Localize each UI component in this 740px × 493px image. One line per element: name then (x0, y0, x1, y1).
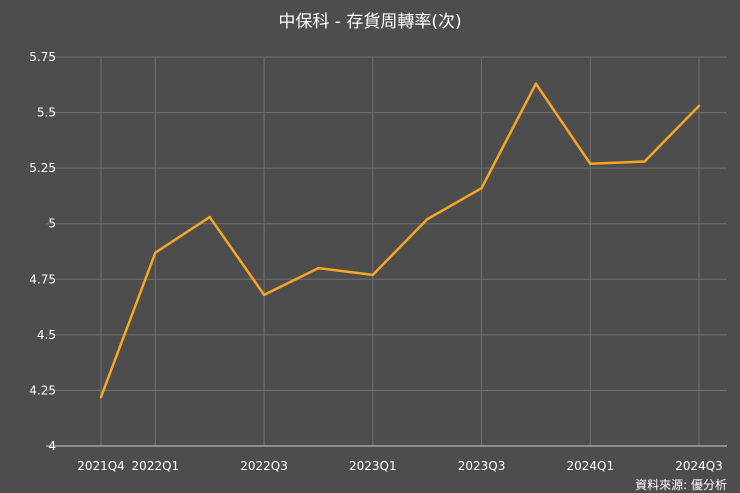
data-point (643, 160, 646, 163)
data-point (371, 273, 375, 277)
y-tick-label: 4.5 (37, 328, 56, 342)
y-tick-label: 5 (48, 217, 56, 231)
data-point (99, 395, 103, 399)
data-point (589, 162, 592, 165)
source-label: 資料來源: 優分析 (635, 478, 727, 492)
grid-layer (46, 56, 727, 447)
y-tick-label: 5.5 (37, 106, 56, 120)
data-point (208, 215, 211, 219)
y-tick-label: 5.25 (29, 161, 56, 175)
y-tick-label: 5.75 (29, 50, 56, 64)
series-line (99, 82, 701, 399)
x-tick-label: 2022Q3 (240, 459, 288, 473)
data-point (317, 266, 320, 270)
data-point (534, 82, 538, 85)
x-tick-label: 2023Q1 (349, 459, 397, 473)
data-point (262, 293, 266, 297)
x-tick-label: 2021Q4 (77, 459, 125, 473)
y-tick-layer: 4 4.25 4.5 4.75 5 5.25 5.5 5.75 (29, 50, 56, 453)
data-point (480, 186, 483, 190)
series-layer (99, 82, 701, 399)
x-tick-label: 2023Q3 (458, 459, 506, 473)
y-tick-label: 4.75 (29, 272, 56, 286)
data-point (154, 251, 157, 254)
y-tick-label: 4.25 (29, 383, 56, 397)
data-point (425, 218, 429, 221)
x-tick-label: 2022Q1 (132, 459, 180, 473)
x-tick-label: 2024Q1 (566, 459, 614, 473)
data-point (697, 104, 701, 108)
x-tick-label: 2024Q3 (675, 459, 723, 473)
y-tick-label: 4 (48, 439, 56, 453)
chart-title: 中保科 - 存貨周轉率(次) (278, 12, 461, 32)
x-tick-layer: 2021Q4 2022Q1 2022Q3 2023Q1 2023Q3 2024Q1 2024… (77, 459, 723, 473)
